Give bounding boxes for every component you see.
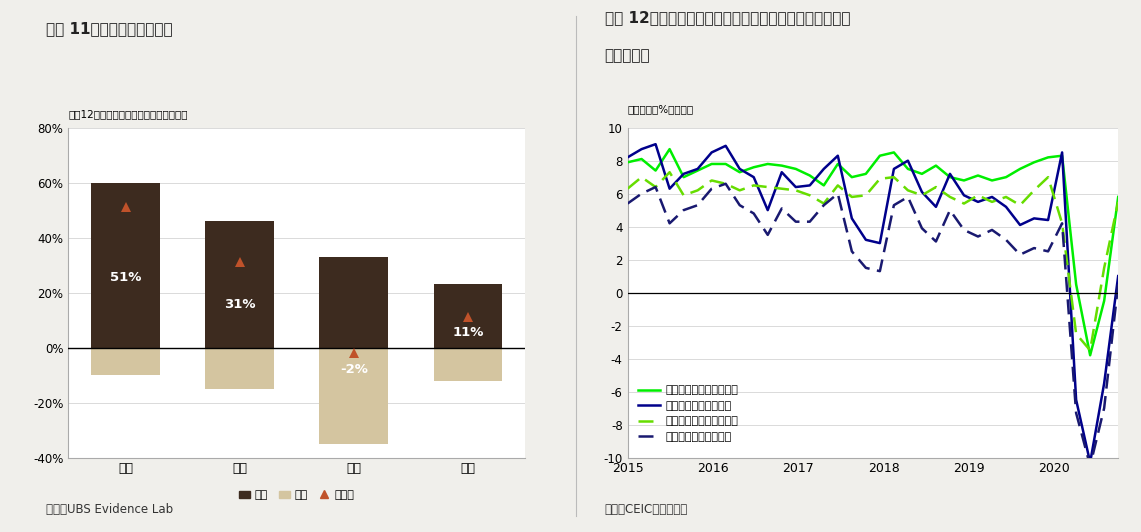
Bar <box>434 347 502 380</box>
Text: 同比增速（%，城镇）: 同比增速（%，城镇） <box>628 104 694 114</box>
Text: 11%: 11% <box>452 326 484 339</box>
Bar <box>319 347 388 444</box>
Text: 上大幅反弹: 上大幅反弹 <box>605 48 650 63</box>
Legend: 人均可支配收入（名义）, 人均消费支出（名义）, 人均可支配收入（实际）, 人均消费支出（实际）: 人均可支配收入（名义）, 人均消费支出（名义）, 人均可支配收入（实际）, 人均… <box>638 385 738 442</box>
Text: 来源：CEIC、瑞银估算: 来源：CEIC、瑞银估算 <box>605 503 688 516</box>
Legend: 增加, 减少, 净变化: 增加, 减少, 净变化 <box>235 486 358 505</box>
Text: 31%: 31% <box>224 298 256 311</box>
Text: 图表 11：居民收入分配结构: 图表 11：居民收入分配结构 <box>46 21 172 36</box>
Bar <box>205 221 274 347</box>
Text: 未来12个月收入分配变化（受访者占比）: 未来12个月收入分配变化（受访者占比） <box>68 110 188 120</box>
Bar <box>434 284 502 347</box>
Bar <box>91 347 160 375</box>
Text: -2%: -2% <box>340 363 367 376</box>
Text: 来源：UBS Evidence Lab: 来源：UBS Evidence Lab <box>46 503 172 516</box>
Text: 51%: 51% <box>110 271 141 284</box>
Text: 图表 12：居民可支配收入和居民消费料将在去年的低基数: 图表 12：居民可支配收入和居民消费料将在去年的低基数 <box>605 11 850 26</box>
Bar <box>205 347 274 389</box>
Bar <box>319 257 388 347</box>
Bar <box>91 182 160 347</box>
